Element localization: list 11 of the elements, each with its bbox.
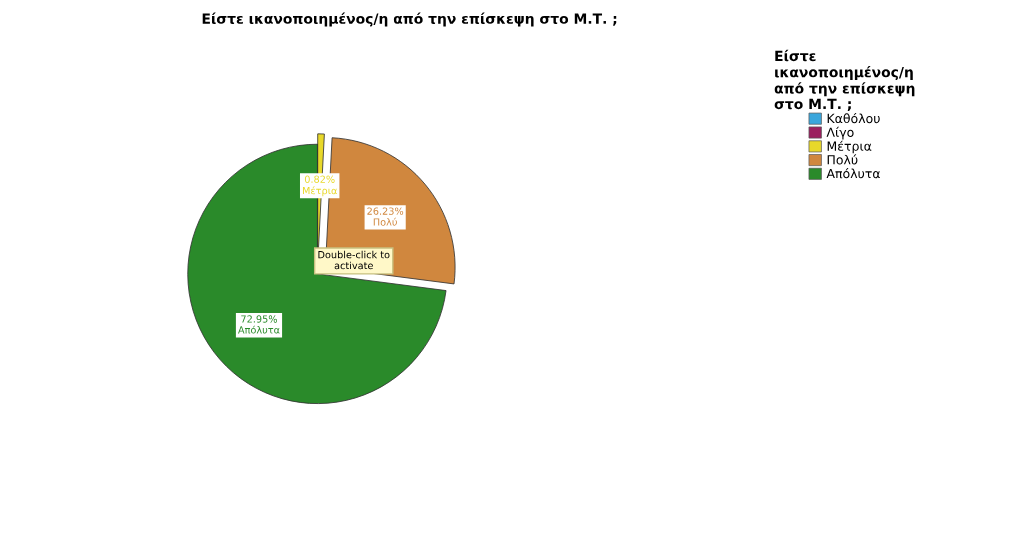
legend-title: Είστε ικανοποιημένος/η από την επίσκεψη στο Μ.Τ. ; [774,49,915,111]
data-label: 72.95% Απόλυτα [238,315,280,334]
legend-label: Πολύ [827,154,858,165]
chart-title: Είστε ικανοποιημένος/η από την επίσκεψη στο Μ.Τ. ; [202,12,617,27]
legend-label: Λίγο [826,126,854,140]
data-label: 0.82% Μέτρια [302,175,337,197]
data-label: 26.23% Πολύ [367,207,404,226]
text: Double-click to activate [318,250,390,270]
legend-label: Μέτρια [827,140,872,154]
legend-label: Καθόλου [827,112,880,124]
legend-label: Απόλυτα [826,168,880,179]
